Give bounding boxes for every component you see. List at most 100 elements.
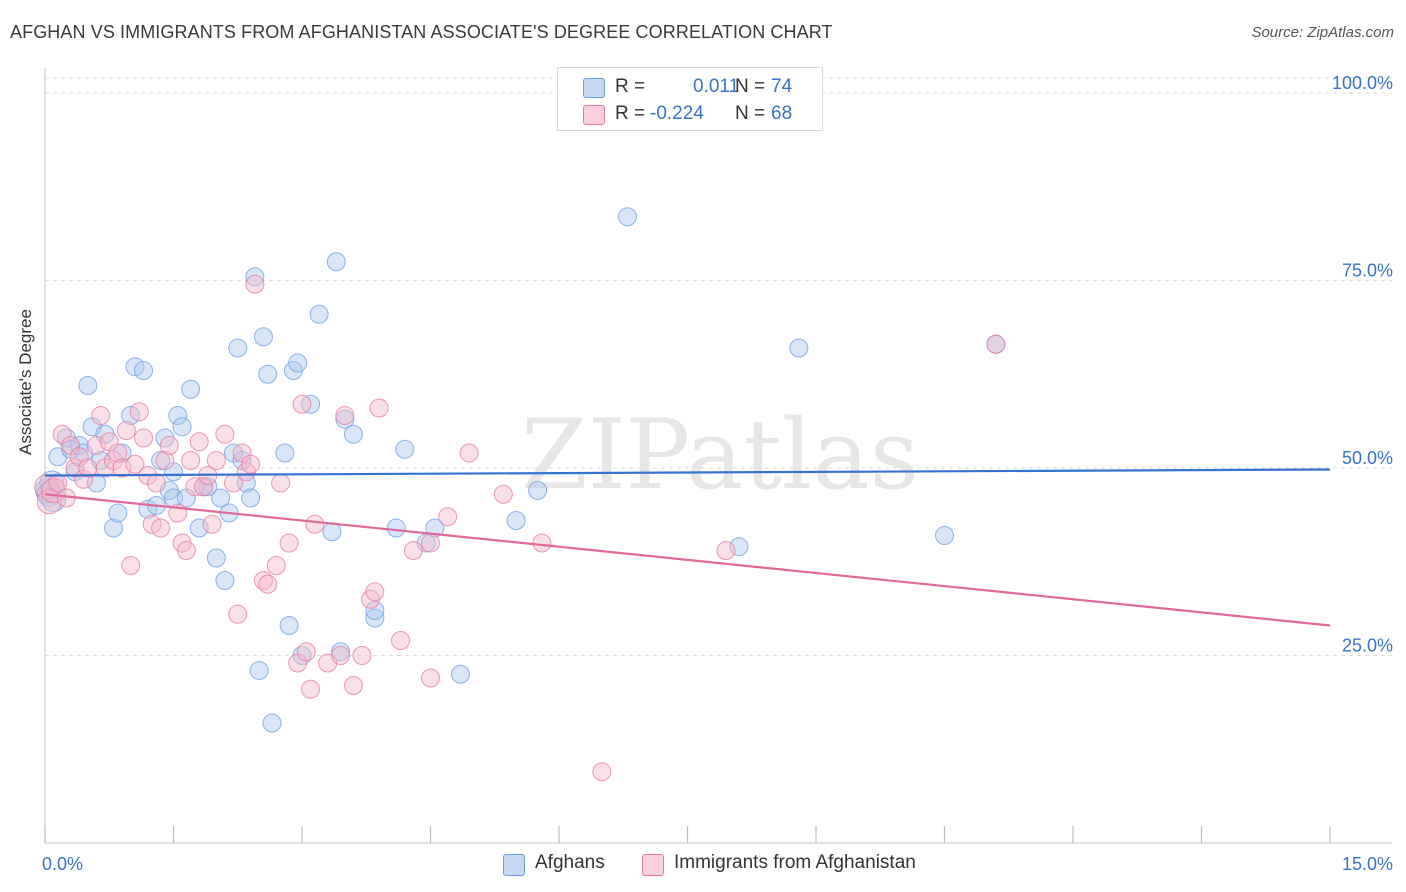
data-points xyxy=(34,207,1006,782)
immigrants-point xyxy=(403,541,423,560)
afghans-point xyxy=(506,511,526,530)
afghans-point xyxy=(729,537,749,557)
y-tick-label: 50.0% xyxy=(1342,448,1393,468)
immigrants-point xyxy=(305,514,325,534)
immigrants-point xyxy=(151,518,171,538)
afghans-point xyxy=(528,481,548,500)
afghans-point xyxy=(172,417,192,437)
immigrants-point xyxy=(421,668,440,688)
immigrants-point xyxy=(48,473,68,493)
afghans-point xyxy=(386,518,406,538)
afghans-point xyxy=(450,664,470,684)
grid xyxy=(45,77,1392,656)
afghans-point xyxy=(935,526,954,545)
afghans-point xyxy=(181,379,201,399)
immigrants-point xyxy=(369,398,389,418)
immigrants-point xyxy=(258,574,278,594)
legend-r-value: -0.224 xyxy=(650,103,704,124)
immigrants-point xyxy=(335,406,355,425)
afghans-point xyxy=(206,548,226,568)
immigrants-point xyxy=(391,631,411,650)
afghans-point xyxy=(343,424,363,444)
x-tick-label: 15.0% xyxy=(1342,854,1393,874)
y-axis-label: Associate's Degree xyxy=(16,309,35,455)
afghans-point xyxy=(104,518,124,538)
immigrants-point xyxy=(121,556,141,575)
immigrants-point xyxy=(86,436,106,455)
x-tick-label: 0.0% xyxy=(42,854,83,874)
afghans-point xyxy=(279,616,299,635)
watermark: ZIPatlas xyxy=(521,399,919,511)
immigrants-point xyxy=(134,428,154,448)
legend-n-label: N = xyxy=(735,103,766,124)
tick-labels: 25.0% 50.0% 75.0% 100.0% 0.0% 15.0% xyxy=(42,73,1393,874)
immigrants-point xyxy=(592,762,612,782)
legend-r-label: R = xyxy=(615,103,646,124)
afghans-point xyxy=(78,376,98,395)
afghans-point xyxy=(151,451,171,470)
axes xyxy=(44,68,1392,844)
immigrants-point xyxy=(532,533,552,553)
immigrants-trend-line xyxy=(44,493,1331,627)
immigrants-point xyxy=(421,533,440,553)
immigrants-point xyxy=(155,451,175,470)
afghans-point xyxy=(322,522,342,542)
afghans-point xyxy=(241,488,261,508)
immigrants-point xyxy=(331,646,351,665)
afghans-point xyxy=(253,327,273,347)
immigrants-point xyxy=(146,473,166,493)
afghans-point xyxy=(134,361,154,380)
immigrants-point xyxy=(292,394,312,414)
immigrants-point xyxy=(343,676,363,695)
immigrants-point xyxy=(271,473,291,493)
correlation-legend: R = 0.011 N = 74 R = -0.224 N = 68 xyxy=(557,67,823,131)
immigrants-point xyxy=(716,541,736,560)
bottom-legend-swatch-afghans xyxy=(503,854,525,876)
immigrants-point xyxy=(189,432,209,452)
immigrants-point xyxy=(352,646,372,665)
immigrants-point xyxy=(493,484,513,504)
afghans-point xyxy=(189,518,209,538)
immigrants-point xyxy=(159,436,179,455)
immigrants-point xyxy=(206,451,226,470)
afghans-point xyxy=(326,252,346,272)
chart-title: AFGHAN VS IMMIGRANTS FROM AFGHANISTAN AS… xyxy=(10,22,833,42)
y-tick-label: 75.0% xyxy=(1342,261,1393,281)
immigrants-point xyxy=(228,604,248,624)
immigrants-point xyxy=(296,642,316,662)
immigrants-point xyxy=(279,533,299,553)
legend-swatch-immigrants xyxy=(583,105,605,125)
immigrants-point xyxy=(245,274,265,294)
immigrants-point xyxy=(125,454,145,474)
immigrants-point xyxy=(438,507,458,527)
legend-n-value: 74 xyxy=(771,76,793,97)
immigrants-point xyxy=(459,443,479,463)
afghans-point xyxy=(211,488,231,508)
afghans-point xyxy=(168,406,188,425)
afghans-point xyxy=(365,608,385,628)
y-tick-label: 25.0% xyxy=(1342,636,1393,656)
immigrants-point xyxy=(241,454,261,474)
bottom-legend-swatch-immigrants xyxy=(642,854,664,876)
afghans-point xyxy=(309,304,329,324)
legend-r-value: 0.011 xyxy=(693,76,740,97)
afghans-point xyxy=(258,364,278,384)
legend-swatch-afghans xyxy=(583,78,605,98)
immigrants-point xyxy=(116,421,136,440)
afghans-point xyxy=(275,443,295,463)
afghans-point xyxy=(108,503,128,523)
afghans-trend-line xyxy=(44,468,1331,477)
immigrants-point xyxy=(193,477,213,497)
immigrants-point xyxy=(986,334,1006,354)
immigrants-point xyxy=(129,402,149,422)
afghans-point xyxy=(789,338,809,358)
immigrants-point xyxy=(108,443,128,463)
afghans-point xyxy=(245,267,265,287)
bottom-legend-label-immigrants: Immigrants from Afghanistan xyxy=(674,852,916,873)
afghans-point xyxy=(395,439,415,459)
immigrants-point xyxy=(215,424,235,444)
immigrants-point xyxy=(112,458,132,478)
trend-lines xyxy=(44,468,1331,627)
bottom-legend-label-afghans: Afghans xyxy=(535,852,605,873)
